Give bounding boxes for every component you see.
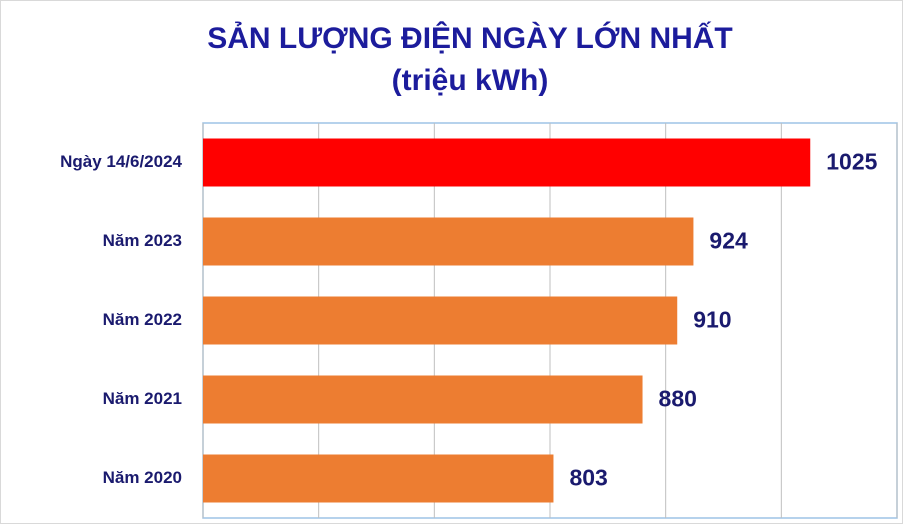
- bar: [203, 375, 643, 424]
- value-label: 924: [709, 228, 748, 254]
- bar: [203, 138, 811, 187]
- y-tick-label: Năm 2020: [103, 468, 182, 487]
- y-tick-label: Ngày 14/6/2024: [60, 152, 182, 171]
- y-tick-label: Năm 2022: [103, 310, 182, 329]
- bar: [203, 454, 554, 503]
- value-label: 1025: [826, 149, 877, 175]
- chart-title: SẢN LƯỢNG ĐIỆN NGÀY LỚN NHẤT: [207, 21, 733, 55]
- value-label: 910: [693, 307, 731, 333]
- chart-subtitle: (triệu kWh): [392, 64, 549, 97]
- value-label: 803: [569, 465, 607, 491]
- bar: [203, 296, 678, 345]
- value-label: 880: [659, 386, 697, 412]
- bar: [203, 217, 694, 266]
- y-tick-label: Năm 2023: [103, 231, 182, 250]
- y-tick-label: Năm 2021: [103, 389, 182, 408]
